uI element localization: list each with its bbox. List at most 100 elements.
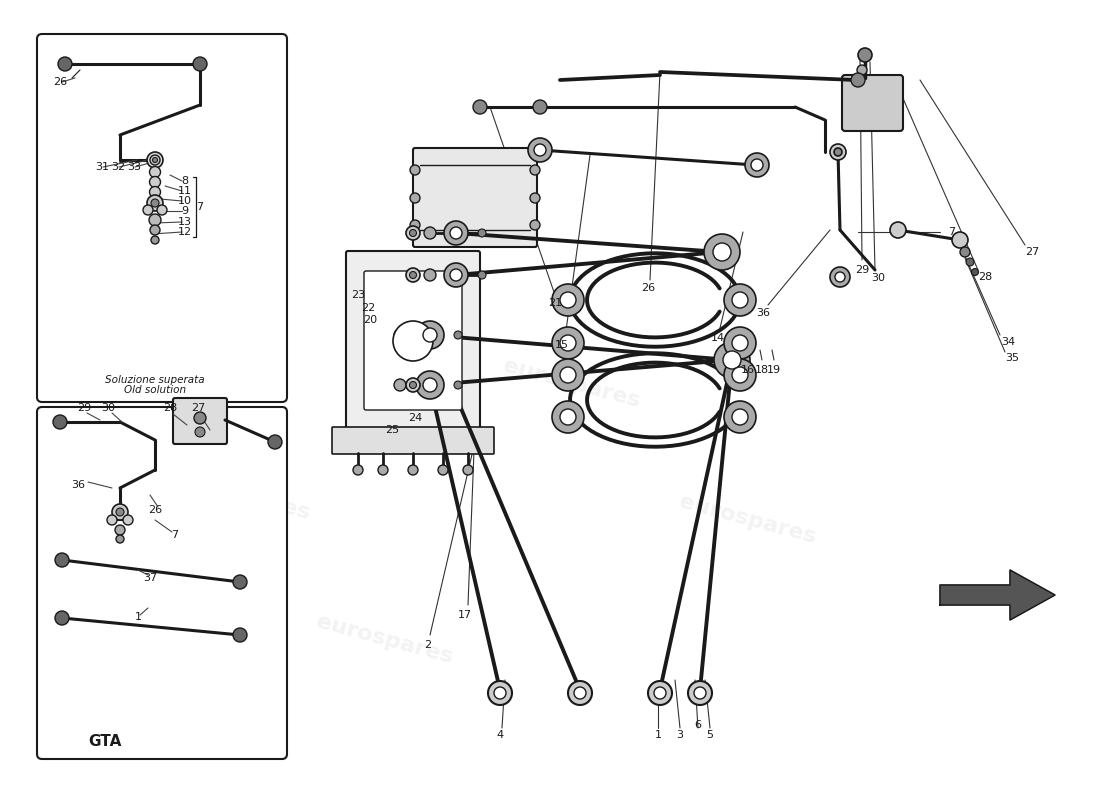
Circle shape [574,687,586,699]
Text: eurospares: eurospares [678,492,818,548]
Text: 20: 20 [363,315,377,325]
Circle shape [732,367,748,383]
Circle shape [150,177,161,187]
Circle shape [157,205,167,215]
Text: 19: 19 [767,365,781,375]
Circle shape [494,687,506,699]
Text: 31: 31 [95,162,109,172]
Circle shape [530,193,540,203]
Text: 13: 13 [178,217,192,227]
Text: 34: 34 [1001,337,1015,347]
Circle shape [58,57,72,71]
Circle shape [724,401,756,433]
Circle shape [409,271,417,278]
Circle shape [560,409,576,425]
Text: 29: 29 [855,265,869,275]
Text: 37: 37 [143,573,157,583]
Circle shape [150,225,160,235]
Text: 15: 15 [556,340,569,350]
Text: eurospares: eurospares [315,612,455,668]
Circle shape [393,321,433,361]
Text: eurospares: eurospares [172,468,312,524]
Circle shape [192,57,207,71]
Circle shape [444,263,468,287]
Circle shape [560,292,576,308]
Circle shape [406,378,420,392]
Circle shape [438,465,448,475]
Text: 23: 23 [351,290,365,300]
Text: 16: 16 [741,365,755,375]
Text: 26: 26 [641,283,656,293]
Circle shape [151,199,160,207]
Circle shape [648,681,672,705]
FancyBboxPatch shape [37,407,287,759]
Circle shape [150,166,161,178]
Circle shape [268,435,282,449]
Circle shape [410,220,420,230]
Circle shape [116,525,125,535]
Circle shape [444,221,468,245]
Circle shape [960,247,970,257]
Circle shape [688,681,712,705]
Circle shape [971,269,979,275]
Circle shape [530,220,540,230]
Circle shape [732,292,748,308]
Text: 2: 2 [425,640,431,650]
Circle shape [416,321,444,349]
Text: 18: 18 [755,365,769,375]
Circle shape [732,335,748,351]
Text: Old solution: Old solution [124,385,186,395]
Circle shape [723,351,741,369]
Text: 5: 5 [706,730,714,740]
Circle shape [424,269,436,281]
Text: 1: 1 [134,612,142,622]
Text: 35: 35 [1005,353,1019,363]
Circle shape [107,515,117,525]
Circle shape [552,359,584,391]
Circle shape [394,329,406,341]
Circle shape [560,335,576,351]
Text: 33: 33 [126,162,141,172]
Text: 6: 6 [694,720,702,730]
FancyBboxPatch shape [364,271,462,410]
Circle shape [233,575,248,589]
Text: 24: 24 [408,413,422,423]
Circle shape [53,415,67,429]
Text: 27: 27 [1025,247,1040,257]
Circle shape [560,367,576,383]
Circle shape [552,327,584,359]
Text: 27: 27 [191,403,205,413]
Text: 26: 26 [147,505,162,515]
Circle shape [463,465,473,475]
Text: 36: 36 [756,308,770,318]
Text: Soluzione superata: Soluzione superata [106,375,205,385]
Circle shape [714,342,750,378]
Circle shape [534,144,546,156]
Circle shape [724,284,756,316]
Circle shape [147,152,163,168]
Text: 22: 22 [361,303,375,313]
Text: 7: 7 [172,530,178,540]
FancyBboxPatch shape [346,251,480,430]
Text: 30: 30 [871,273,886,283]
Polygon shape [940,570,1055,620]
Circle shape [654,687,666,699]
Circle shape [424,328,437,342]
Circle shape [116,535,124,543]
Circle shape [408,465,418,475]
Circle shape [406,328,420,342]
Circle shape [724,359,756,391]
Circle shape [55,611,69,625]
FancyBboxPatch shape [842,75,903,131]
Circle shape [148,214,161,226]
Circle shape [194,412,206,424]
Circle shape [966,258,974,266]
Circle shape [150,155,160,165]
Circle shape [123,515,133,525]
Text: 9: 9 [182,206,188,216]
Circle shape [424,227,436,239]
Circle shape [116,508,124,516]
Circle shape [478,271,486,279]
Circle shape [450,269,462,281]
Circle shape [534,100,547,114]
